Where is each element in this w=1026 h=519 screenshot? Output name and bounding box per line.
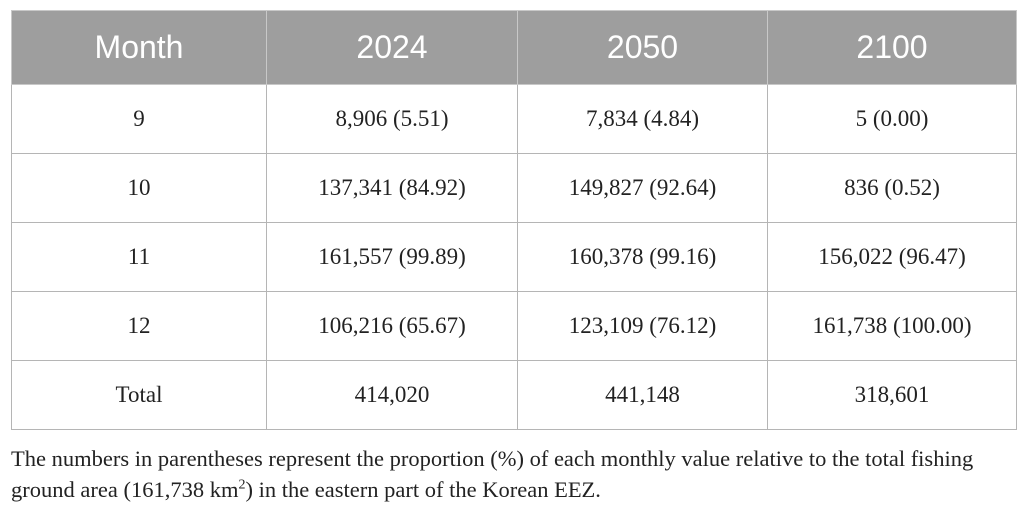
table-cell: 161,557 (99.89) [266, 222, 518, 292]
footnote: The numbers in parentheses represent the… [11, 443, 1021, 505]
table-row: 9 8,906 (5.51) 7,834 (4.84) 5 (0.00) [11, 84, 1017, 154]
superscript: 2 [238, 477, 246, 493]
header-row: Month 2024 2050 2100 [11, 10, 1017, 85]
table-row: 11 161,557 (99.89) 160,378 (99.16) 156,022 … [11, 222, 1017, 292]
table-cell: 149,827 (92.64) [517, 153, 768, 223]
table-cell: Total [11, 360, 267, 430]
header-cell: Month [11, 10, 267, 85]
table-cell: 441,148 [517, 360, 768, 430]
table-cell: 9 [11, 84, 267, 154]
footnote-text: The numbers in parentheses represent the… [11, 446, 974, 502]
table-cell: 836 (0.52) [767, 153, 1017, 223]
table-cell: 10 [11, 153, 267, 223]
table-row: Total 414,020 441,148 318,601 [11, 360, 1017, 430]
table-cell: 160,378 (99.16) [517, 222, 768, 292]
table-cell: 137,341 (84.92) [266, 153, 518, 223]
table-cell: 318,601 [767, 360, 1017, 430]
header-cell: 2050 [517, 10, 768, 85]
table-row: 12 106,216 (65.67) 123,109 (76.12) 161,738 … [11, 291, 1017, 361]
data-table: Month 2024 2050 2100 9 8,906 (5.51) 7,834 (4.… [11, 10, 1017, 430]
table-cell: 5 (0.00) [767, 84, 1017, 154]
table-cell: 123,109 (76.12) [517, 291, 768, 361]
header-cell: 2100 [767, 10, 1017, 85]
table-cell: 7,834 (4.84) [517, 84, 768, 154]
table-body: 9 8,906 (5.51) 7,834 (4.84) 5 (0.00) 10 137,3… [11, 84, 1017, 430]
table-cell: 156,022 (96.47) [767, 222, 1017, 292]
table-cell: 161,738 (100.00) [767, 291, 1017, 361]
table-cell: 11 [11, 222, 267, 292]
table-row: 10 137,341 (84.92) 149,827 (92.64) 836 (0.5… [11, 153, 1017, 223]
table-cell: 106,216 (65.67) [266, 291, 518, 361]
table-cell: 8,906 (5.51) [266, 84, 518, 154]
table-cell: 414,020 [266, 360, 518, 430]
footnote-text: ) in the eastern part of the Korean EEZ. [245, 477, 601, 502]
header-cell: 2024 [266, 10, 518, 85]
table-cell: 12 [11, 291, 267, 361]
